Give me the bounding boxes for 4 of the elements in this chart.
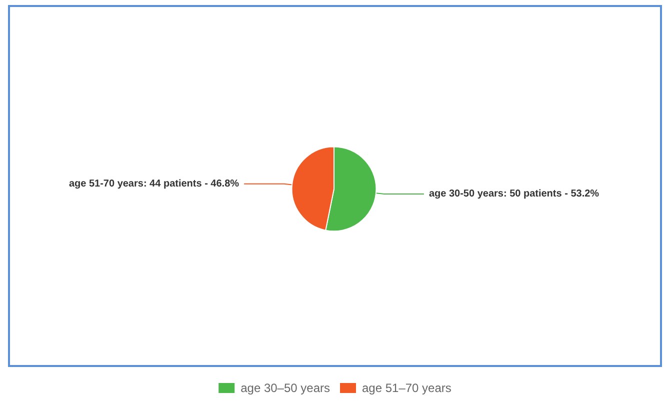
legend-label: age 30–50 years	[240, 381, 330, 395]
data-label: age 30-50 years: 50 patients - 53.2%	[428, 188, 600, 200]
legend-label: age 51–70 years	[362, 381, 452, 395]
data-label: age 51-70 years: 44 patients - 46.8%	[68, 178, 240, 190]
